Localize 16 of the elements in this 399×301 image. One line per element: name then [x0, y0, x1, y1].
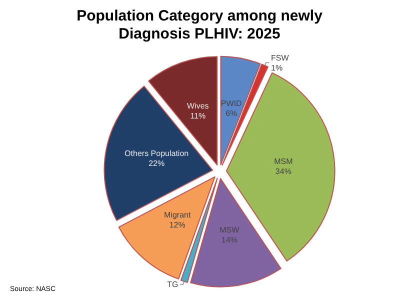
chart-title: Population Category among newly Diagnosis PLHIV: 2025 — [76, 8, 324, 42]
data-label: 22% — [148, 159, 165, 168]
slice-label: Others Population — [124, 149, 189, 158]
slice-label: Wives — [187, 102, 209, 111]
slice-label: PWID — [220, 99, 242, 108]
slice-label: MSM — [274, 157, 294, 166]
data-label: 11% — [190, 112, 206, 121]
data-label: 34% — [275, 167, 292, 176]
slice-label: Migrant — [164, 210, 192, 220]
data-label: 1% — [271, 63, 283, 72]
slice-label: FSW — [271, 53, 290, 62]
data-label: 6% — [226, 109, 238, 118]
slice-label: MSW — [220, 225, 240, 234]
data-label: 14% — [221, 235, 238, 244]
data-label: 12% — [169, 220, 186, 230]
slice-label: TG — [167, 280, 178, 289]
